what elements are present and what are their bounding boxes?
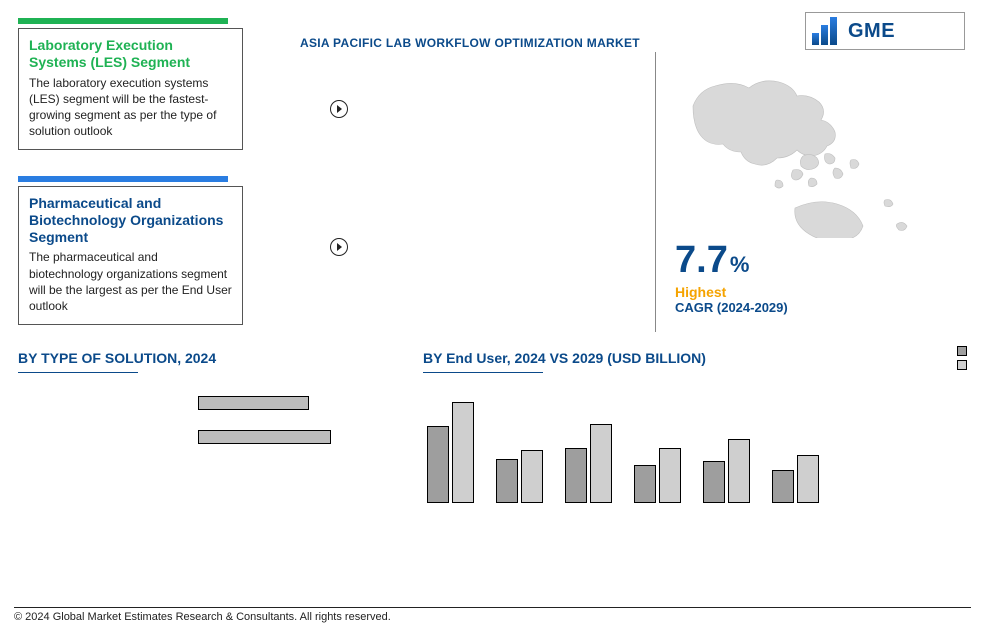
bar-group — [772, 455, 819, 503]
bar — [797, 455, 819, 503]
bar — [703, 461, 725, 503]
cagr-block: 7.7% Highest CAGR (2024-2029) — [675, 239, 965, 315]
grouped-bar-chart-area — [423, 393, 967, 503]
callout-heading: Laboratory Execution Systems (LES) Segme… — [29, 37, 232, 71]
bar-group — [634, 448, 681, 503]
copyright-text: © 2024 Global Market Estimates Research … — [14, 607, 971, 623]
bar-group — [703, 439, 750, 503]
callout-les-segment: Laboratory Execution Systems (LES) Segme… — [18, 28, 243, 150]
cagr-highest-label: Highest — [675, 284, 965, 300]
chart-by-end-user: BY End User, 2024 VS 2029 (USD BILLION) — [423, 350, 967, 550]
hbar-row — [198, 427, 413, 447]
legend-item — [957, 346, 971, 356]
chart-title: BY TYPE OF SOLUTION, 2024 — [18, 350, 413, 366]
bar-group — [565, 424, 612, 503]
legend-swatch-icon — [957, 346, 967, 356]
chevron-right-icon — [330, 100, 348, 118]
callout-accent-bar-1 — [18, 18, 228, 24]
charts-row: BY TYPE OF SOLUTION, 2024 BY End User, 2… — [18, 350, 967, 550]
brand-name: GME — [848, 20, 895, 43]
bar — [496, 459, 518, 503]
callout-accent-bar-2 — [18, 176, 228, 182]
bar — [659, 448, 681, 503]
region-panel: 7.7% Highest CAGR (2024-2029) — [675, 58, 965, 315]
asia-pacific-map-icon — [675, 58, 955, 238]
hbar-row — [198, 393, 413, 413]
callout-pharma-segment: Pharmaceutical and Biotechnology Organiz… — [18, 186, 243, 325]
chart-title: BY End User, 2024 VS 2029 (USD BILLION) — [423, 350, 967, 366]
chart-by-type-of-solution: BY TYPE OF SOLUTION, 2024 — [18, 350, 413, 550]
chart-legend — [957, 346, 971, 370]
page-title: ASIA PACIFIC LAB WORKFLOW OPTIMIZATION M… — [300, 36, 640, 50]
bar — [590, 424, 612, 503]
hbar-chart-area — [198, 393, 413, 447]
cagr-period-label: CAGR (2024-2029) — [675, 300, 965, 315]
hbar — [198, 396, 309, 410]
callout-body: The laboratory execution systems (LES) s… — [29, 75, 232, 140]
chart-title-underline — [423, 372, 543, 373]
bar — [772, 470, 794, 503]
chart-title-underline — [18, 372, 138, 373]
bar-group — [427, 402, 474, 503]
chevron-right-icon — [330, 238, 348, 256]
legend-swatch-icon — [957, 360, 967, 370]
brand-logo: GME — [805, 12, 965, 50]
bar — [634, 465, 656, 504]
bar — [521, 450, 543, 503]
cagr-value: 7.7 — [675, 239, 728, 282]
legend-item — [957, 360, 971, 370]
callout-body: The pharmaceutical and biotechnology org… — [29, 249, 232, 314]
bar-chart-icon — [812, 17, 842, 45]
vertical-divider — [655, 52, 656, 332]
bar — [728, 439, 750, 503]
hbar — [198, 430, 331, 444]
bar — [452, 402, 474, 503]
bar — [565, 448, 587, 503]
callout-heading: Pharmaceutical and Biotechnology Organiz… — [29, 195, 232, 245]
bar — [427, 426, 449, 503]
cagr-suffix: % — [730, 252, 750, 277]
bar-group — [496, 450, 543, 503]
